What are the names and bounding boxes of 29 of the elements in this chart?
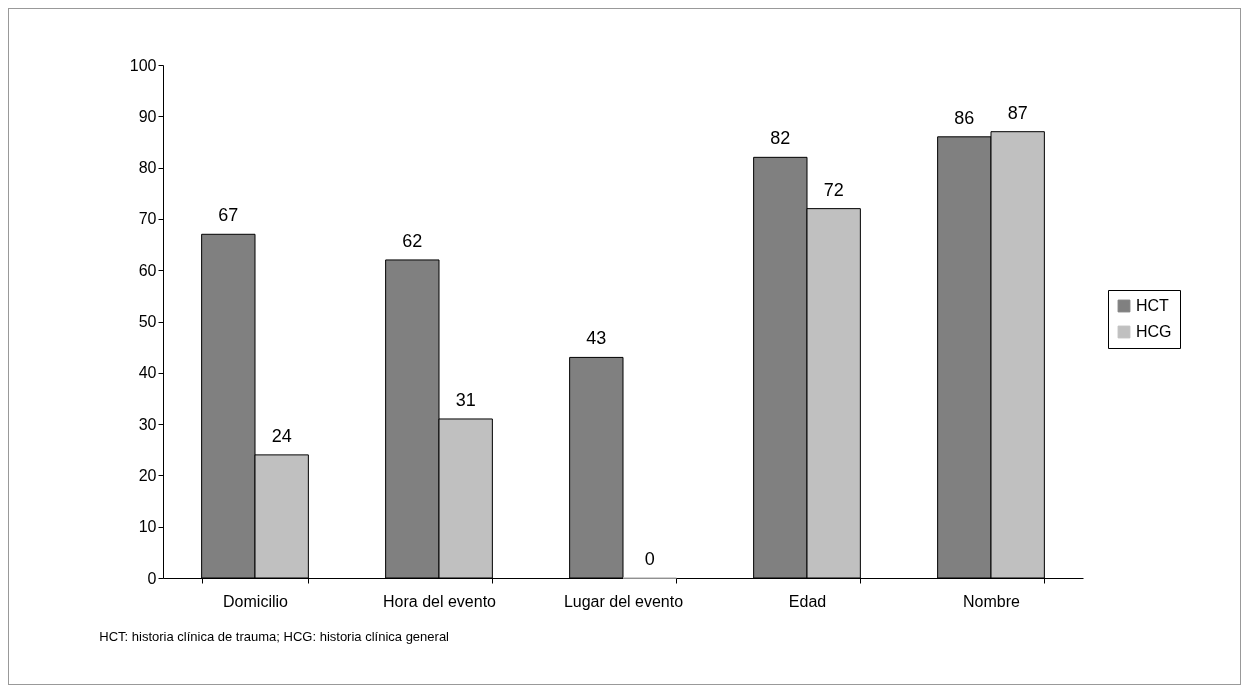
y-tick-label: 90 (138, 107, 157, 125)
x-tick-label: Edad (788, 592, 827, 610)
x-tick-label: Hora del evento (383, 592, 497, 610)
y-tick-label: 20 (138, 466, 157, 484)
legend-label: HCT (1136, 297, 1170, 314)
y-tick-label: 80 (138, 159, 157, 177)
y-tick-label: 30 (138, 415, 157, 433)
data-label: 43 (586, 328, 607, 349)
data-label: 82 (770, 128, 791, 149)
y-tick-label: 10 (138, 518, 157, 536)
legend-label: HCG (1136, 323, 1172, 340)
y-tick-label: 50 (138, 313, 157, 330)
x-tick-label: Lugar del evento (563, 592, 684, 610)
data-label: 62 (402, 230, 423, 251)
y-tick-label: 0 (147, 569, 157, 587)
x-tick-label: Domicilio (223, 592, 289, 610)
text: HCT: historia clínica de trauma; HCG: historia clínica general (99, 629, 450, 644)
data-label: 87 (1007, 102, 1028, 123)
y-tick-label: 60 (138, 261, 157, 279)
y-tick-label: 100 (129, 56, 157, 74)
data-label: 86 (954, 107, 975, 128)
data-label: 31 (455, 389, 476, 410)
data-label: 24 (271, 425, 292, 446)
data-label: 72 (823, 179, 844, 200)
data-label: 0 (644, 549, 655, 569)
y-tick-label: 40 (138, 364, 157, 382)
x-tick-label: Nombre (963, 592, 1021, 610)
data-label: 67 (218, 205, 239, 226)
y-tick-label: 70 (138, 210, 157, 228)
